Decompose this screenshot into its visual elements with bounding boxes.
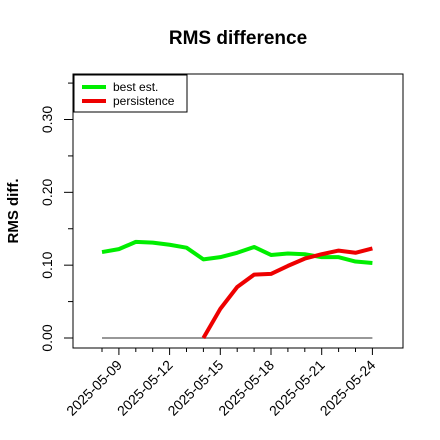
- y-tick-label: 0.00: [39, 324, 55, 351]
- series-line-best-est: [101, 239, 373, 265]
- legend-box: [73, 74, 188, 113]
- y-axis-label: RMS diff.: [5, 179, 22, 244]
- chart-title: RMS difference: [169, 28, 307, 49]
- y-tick-label: 0.30: [39, 106, 55, 133]
- plot-area: [101, 239, 373, 340]
- y-axis: 0.00 0.10 0.20 0.30: [39, 82, 73, 352]
- series-line-persistence: [201, 246, 373, 340]
- plot-frame: [72, 73, 404, 349]
- y-tick-label: 0.20: [39, 178, 55, 205]
- y-tick-label: 0.10: [39, 251, 55, 278]
- legend-label-persistence: persistence: [113, 94, 175, 108]
- legend: best est. persistence: [73, 74, 188, 113]
- x-axis: 2025-05-092025-05-122025-05-152025-05-18…: [63, 348, 379, 419]
- legend-label-best-est: best est.: [113, 80, 158, 94]
- x-tick-label: 2025-05-24: [317, 357, 379, 419]
